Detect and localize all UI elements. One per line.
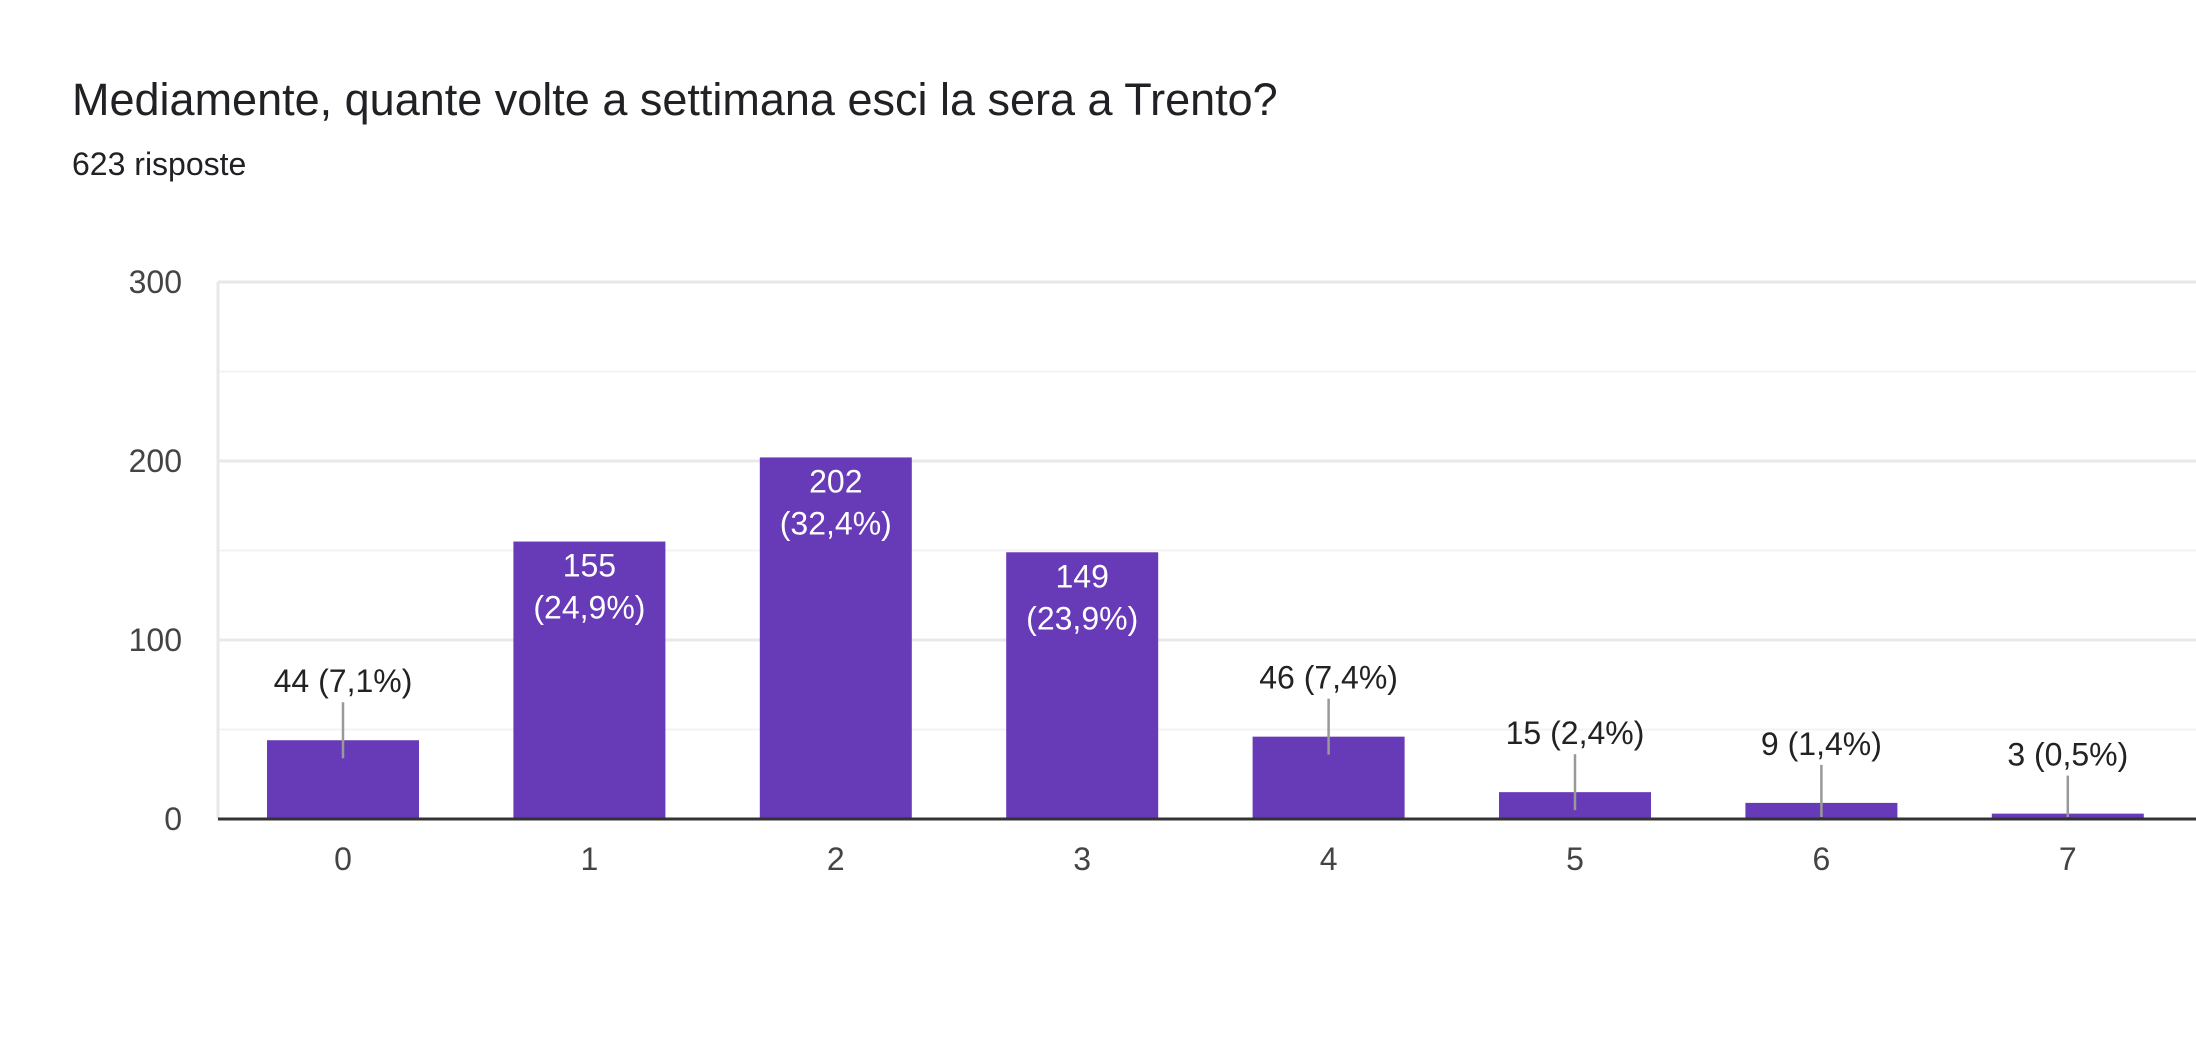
x-tick-label: 7 [2059, 841, 2077, 877]
y-tick-label: 300 [129, 264, 182, 300]
x-tick-label: 2 [827, 841, 845, 877]
bar [513, 541, 666, 819]
y-tick-label: 100 [129, 622, 182, 658]
data-label: 3 (0,5%) [2007, 737, 2128, 773]
x-tick-label: 6 [1813, 841, 1831, 877]
x-axis-ticks: 0 1 2 3 4 5 6 7 [334, 841, 2077, 877]
bar [759, 457, 912, 819]
data-label: 202 [809, 463, 862, 499]
x-tick-label: 4 [1320, 841, 1338, 877]
data-label-percent: (23,9%) [1026, 600, 1138, 636]
x-tick-label: 0 [334, 841, 352, 877]
x-tick-label: 3 [1073, 841, 1091, 877]
data-label: 46 (7,4%) [1259, 660, 1398, 696]
y-axis-ticks: 0 100 200 300 [129, 264, 182, 837]
y-tick-label: 0 [164, 801, 182, 837]
x-tick-label: 1 [581, 841, 599, 877]
data-label: 155 [563, 548, 616, 584]
bars [267, 457, 2144, 819]
data-label: 9 (1,4%) [1761, 726, 1882, 762]
x-tick-label: 5 [1566, 841, 1584, 877]
chart-title: Mediamente, quante volte a settimana esc… [72, 74, 1278, 125]
data-label: 149 [1056, 558, 1109, 594]
data-label-percent: (32,4%) [780, 505, 892, 541]
data-label: 44 (7,1%) [274, 663, 413, 699]
data-labels: 44 (7,1%) 155 (24,9%) 202 (32,4%) 149 (23,9%) 4… [274, 463, 2128, 817]
y-tick-label: 200 [129, 443, 182, 479]
response-count: 623 risposte [72, 146, 247, 182]
data-label-percent: (24,9%) [533, 590, 645, 626]
data-label: 15 (2,4%) [1506, 715, 1645, 751]
bar [1006, 552, 1159, 819]
